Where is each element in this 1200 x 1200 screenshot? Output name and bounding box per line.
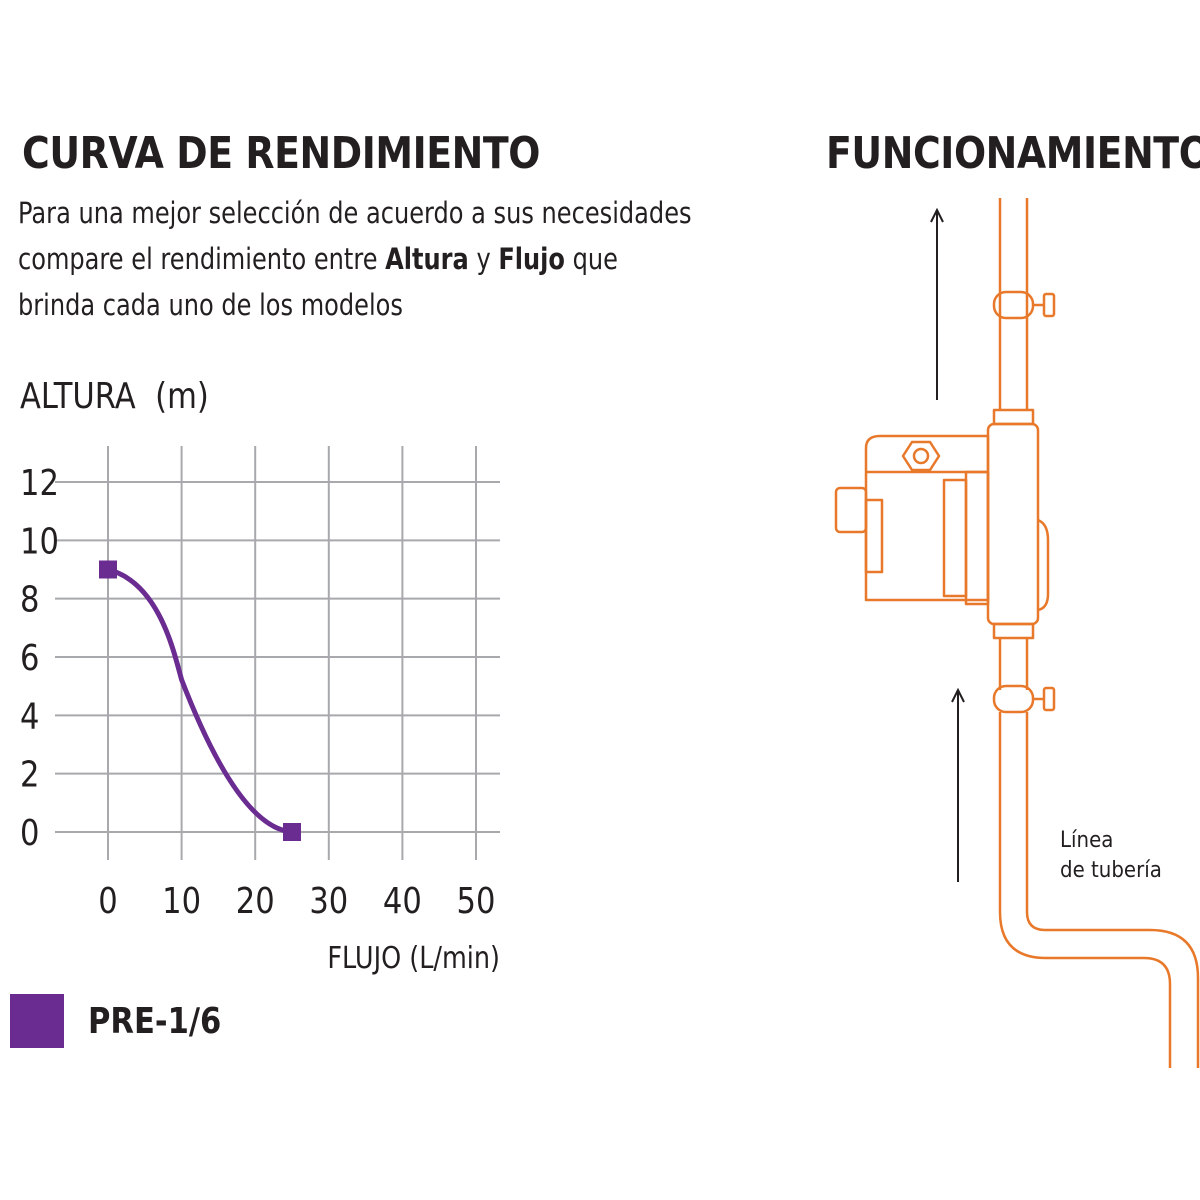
x-tick-label: 40 — [383, 880, 422, 922]
intro-line-1: Para una mejor selección de acuerdo a su… — [18, 196, 692, 230]
pump-diagram — [834, 198, 1200, 1068]
lower-valve — [992, 684, 1056, 714]
legend-label: PRE-1/6 — [88, 1000, 222, 1042]
y-tick-label: 8 — [20, 578, 39, 620]
data-point-marker — [99, 560, 117, 579]
pipe-label-line-2: de tubería — [1060, 858, 1162, 883]
intro-line-2-mid: y — [468, 242, 499, 276]
intro-line-3: brinda cada uno de los modelos — [18, 288, 403, 322]
pump-body — [834, 408, 1050, 640]
y-tick-label: 10 — [20, 520, 59, 562]
intro-line-2-start: compare el rendimiento entre — [18, 242, 386, 276]
y-tick-label: 0 — [20, 812, 39, 854]
pipe-line — [998, 712, 1200, 1068]
x-tick-label: 30 — [309, 880, 348, 922]
flow-arrow-upper — [930, 207, 944, 400]
y-tick-label: 12 — [20, 462, 59, 504]
chart-grid — [55, 446, 500, 860]
intro-text: Para una mejor selección de acuerdo a su… — [18, 190, 692, 328]
y-tick-label: 4 — [20, 695, 39, 737]
y-tick-label: 6 — [20, 637, 39, 679]
chart-legend: PRE-1/6 — [10, 994, 245, 1048]
chart-series — [99, 560, 301, 841]
upper-valve — [992, 290, 1056, 320]
pipe-line-label: Línea de tubería — [1060, 826, 1162, 886]
series-line-pre-1-6 — [105, 567, 295, 835]
y-tick-label: 2 — [20, 753, 39, 795]
performance-title: CURVA DE RENDIMIENTO — [22, 128, 541, 179]
middle-pipe — [998, 638, 1029, 690]
performance-chart: ALTURA (m) 0 10 20 30 40 50 0 2 4 6 8 10 12 FLUJO (L… — [20, 375, 500, 976]
operation-title: FUNCIONAMIENTO — [826, 128, 1200, 179]
intro-bold-flujo: Flujo — [498, 242, 565, 276]
chart-tick-labels: 0 10 20 30 40 50 0 2 4 6 8 10 12 — [20, 462, 495, 922]
intro-bold-altura: Altura — [385, 242, 469, 276]
x-tick-label: 0 — [98, 880, 117, 922]
legend-swatch — [10, 994, 64, 1048]
pipe-label-line-1: Línea — [1060, 828, 1114, 853]
x-tick-label: 50 — [457, 880, 496, 922]
x-tick-label: 20 — [236, 880, 275, 922]
data-point-marker — [283, 823, 301, 841]
intro-line-2-end: que — [564, 242, 618, 276]
upper-pipe — [998, 198, 1029, 410]
y-axis-label: ALTURA (m) — [20, 375, 209, 417]
x-tick-label: 10 — [162, 880, 201, 922]
flow-arrow-lower — [951, 687, 965, 882]
x-axis-label: FLUJO (L/min) — [327, 940, 500, 976]
